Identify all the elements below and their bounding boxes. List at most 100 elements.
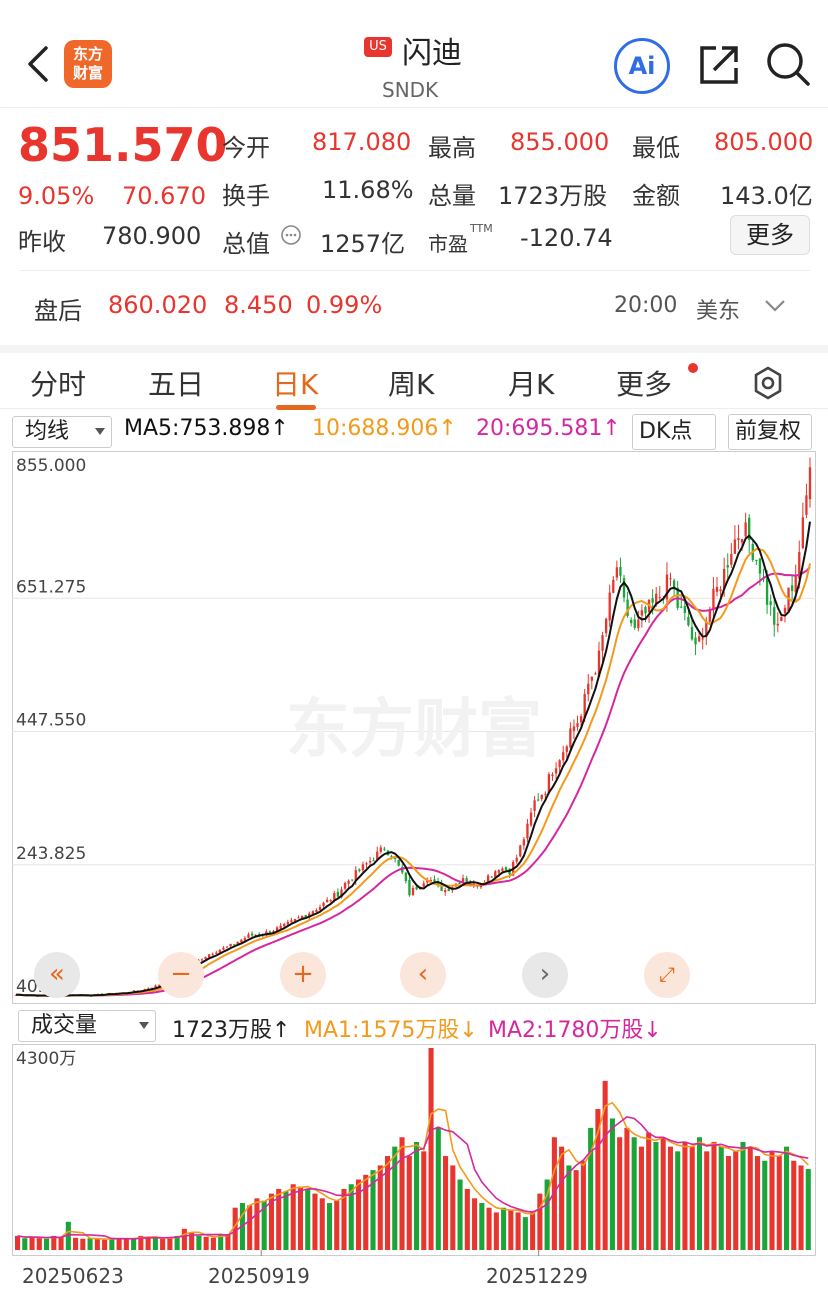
candle <box>465 878 468 882</box>
volume-frame <box>12 1044 816 1256</box>
volume-bar <box>689 1146 695 1250</box>
after-hours-label: 盘后 <box>34 297 82 325</box>
candle <box>526 823 529 839</box>
volume-bar <box>653 1141 659 1250</box>
candle <box>694 637 697 645</box>
candle <box>665 574 669 600</box>
volume-bar <box>754 1156 761 1250</box>
search-icon[interactable] <box>764 40 812 88</box>
candle <box>408 880 411 896</box>
volume-bar <box>348 1184 354 1250</box>
volume-bar <box>22 1238 28 1250</box>
candle <box>397 860 400 866</box>
tab-monthly-k[interactable]: 月K <box>508 368 555 401</box>
tab-more[interactable]: 更多 <box>616 368 673 401</box>
candle <box>687 616 690 626</box>
tab-intraday[interactable]: 分时 <box>30 368 87 401</box>
volume-bar <box>36 1237 42 1250</box>
candle <box>733 539 737 554</box>
candle <box>633 619 636 628</box>
scroll-left-button[interactable]: ‹ <box>400 952 446 998</box>
volume-bar <box>334 1200 340 1250</box>
volume-bar <box>718 1146 724 1250</box>
share-icon[interactable] <box>696 42 742 88</box>
volume-bar <box>377 1165 383 1250</box>
high-value: 855.000 <box>510 128 610 156</box>
candle <box>447 888 450 892</box>
volume-bar <box>102 1239 108 1250</box>
volume-bar <box>15 1235 21 1250</box>
volume-bar <box>704 1151 710 1250</box>
candle <box>619 566 622 576</box>
candle <box>540 794 543 799</box>
pe-value: -120.74 <box>520 224 613 252</box>
candle <box>336 891 340 897</box>
volume-bar <box>522 1217 528 1250</box>
candle <box>576 723 579 728</box>
volume-bar <box>392 1146 398 1250</box>
candle <box>368 860 372 863</box>
candle <box>790 585 794 591</box>
candle <box>562 752 565 761</box>
volume-bar <box>530 1212 536 1250</box>
volume-bar <box>80 1238 86 1250</box>
candle <box>286 922 289 925</box>
candle <box>200 959 204 961</box>
candle <box>622 578 626 598</box>
candle <box>715 586 719 592</box>
candle <box>515 857 518 862</box>
volume-bar <box>573 1170 579 1250</box>
info-icon[interactable] <box>280 224 302 246</box>
volume-bar <box>791 1160 797 1250</box>
adjust-button[interactable]: 前复权 <box>728 414 812 450</box>
volume-label: 总量 <box>428 182 476 210</box>
zoom-out-button[interactable]: − <box>158 952 204 998</box>
candle <box>504 867 508 871</box>
candle <box>680 606 683 608</box>
tab-daily-k[interactable]: 日K <box>272 368 319 401</box>
volume-bar <box>479 1203 485 1250</box>
y-tick-label: 855.000 <box>16 456 86 476</box>
tab-weekly-k[interactable]: 周K <box>388 368 435 401</box>
volume-bar <box>58 1236 64 1250</box>
back-arrow-icon[interactable] <box>24 44 52 84</box>
candle <box>494 871 497 878</box>
zoom-in-button[interactable]: + <box>280 952 326 998</box>
candle <box>554 768 558 774</box>
chevron-down-icon[interactable] <box>764 299 786 313</box>
watermark: 东方财富 <box>286 693 542 767</box>
scroll-right-button[interactable]: › <box>522 952 568 998</box>
volume-bar <box>406 1156 412 1250</box>
ai-assistant-button[interactable]: Ai <box>614 38 670 94</box>
candle <box>315 910 318 913</box>
candle <box>697 636 701 642</box>
candle <box>565 746 568 752</box>
volume-chart[interactable]: 4300万 <box>12 1044 816 1256</box>
candle <box>154 985 157 988</box>
turnover-label: 换手 <box>222 182 270 210</box>
gear-icon[interactable] <box>750 365 786 401</box>
after-hours-row[interactable]: 盘后 860.020 8.450 0.99% 20:00 美东 <box>20 270 810 340</box>
candle <box>537 799 540 801</box>
candle <box>351 879 354 881</box>
fullscreen-button[interactable]: ⤢ <box>644 952 690 998</box>
candle <box>426 880 429 883</box>
volume-bar <box>559 1146 565 1250</box>
more-quote-button[interactable]: 更多 <box>730 215 810 255</box>
dk-point-button[interactable]: DK点 <box>632 414 716 450</box>
tab-five-day[interactable]: 五日 <box>148 368 205 401</box>
volume-bar <box>747 1146 753 1250</box>
candle <box>690 627 694 640</box>
candle <box>254 934 257 936</box>
candle <box>297 917 300 919</box>
candle <box>211 953 214 955</box>
volume-bar <box>355 1179 362 1250</box>
ma-select[interactable]: 均线 <box>12 416 112 448</box>
candle <box>322 902 325 907</box>
zoom-far-left-button[interactable]: « <box>34 952 80 998</box>
candle <box>519 845 522 857</box>
volume-select[interactable]: 成交量 <box>18 1010 156 1042</box>
volume-bar <box>443 1156 449 1250</box>
volume-axis-label: 4300万 <box>16 1049 76 1069</box>
